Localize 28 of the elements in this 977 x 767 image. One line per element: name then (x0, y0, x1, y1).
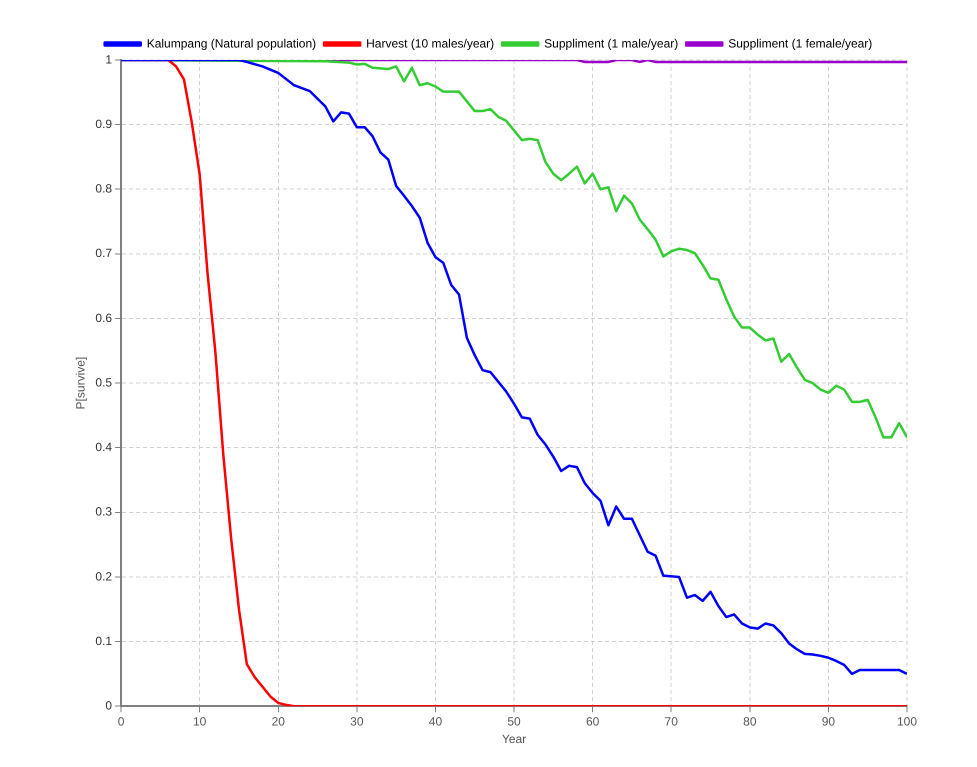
legend-label: Harvest (10 males/year) (366, 36, 494, 50)
x-tick-label: 90 (822, 714, 836, 729)
y-tick-label: 0.4 (95, 440, 112, 454)
legend-label: Suppliment (1 male/year) (544, 36, 678, 50)
legend-label: Suppliment (1 female/year) (728, 36, 872, 50)
y-tick-label: 0.5 (95, 375, 112, 390)
y-tick-label: 0.2 (95, 569, 112, 584)
x-tick-label: 50 (507, 714, 522, 729)
y-axis-title: P[survive] (74, 356, 88, 410)
x-tick-label: 0 (118, 714, 125, 729)
x-tick-label: 80 (743, 714, 757, 729)
x-tick-label: 20 (272, 714, 286, 729)
x-tick-label: 100 (896, 714, 918, 729)
y-tick-label: 1 (105, 52, 112, 66)
x-tick-label: 40 (428, 714, 442, 729)
x-tick-label: 60 (586, 714, 600, 729)
y-tick-label: 0.6 (95, 310, 112, 325)
x-tick-label: 30 (350, 714, 364, 729)
x-tick-label: 10 (192, 714, 207, 729)
y-tick-label: 0.8 (95, 182, 112, 196)
x-axis-title: Year (502, 732, 526, 746)
y-tick-label: 0.9 (95, 116, 112, 131)
legend-label: Kalumpang (Natural population) (146, 36, 316, 50)
y-tick-label: 0.7 (95, 246, 112, 260)
y-tick-label: 0.3 (95, 504, 112, 519)
y-tick-label: 0.1 (95, 634, 112, 648)
y-tick-label: 0 (105, 698, 112, 713)
x-tick-label: 70 (664, 714, 678, 729)
